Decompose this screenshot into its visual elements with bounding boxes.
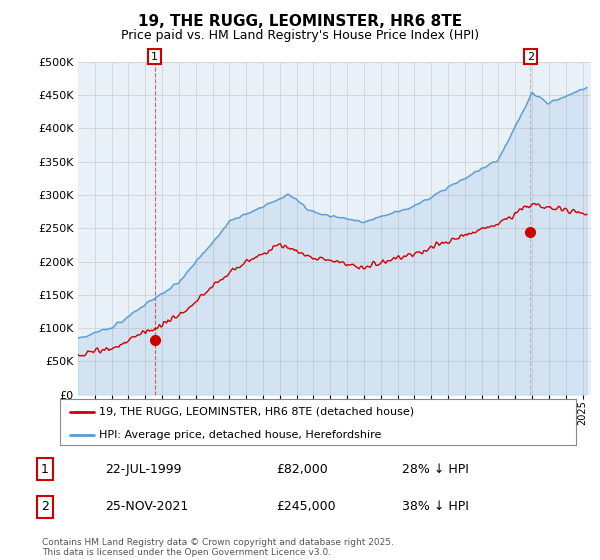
Text: 22-JUL-1999: 22-JUL-1999 xyxy=(105,463,182,475)
Text: 19, THE RUGG, LEOMINSTER, HR6 8TE: 19, THE RUGG, LEOMINSTER, HR6 8TE xyxy=(138,14,462,29)
Text: HPI: Average price, detached house, Herefordshire: HPI: Average price, detached house, Here… xyxy=(98,430,381,440)
Text: Price paid vs. HM Land Registry's House Price Index (HPI): Price paid vs. HM Land Registry's House … xyxy=(121,29,479,42)
Text: 1: 1 xyxy=(151,52,158,62)
Text: 2: 2 xyxy=(527,52,534,62)
Text: £245,000: £245,000 xyxy=(276,501,335,514)
Text: £82,000: £82,000 xyxy=(276,463,328,475)
Text: 38% ↓ HPI: 38% ↓ HPI xyxy=(402,501,469,514)
Text: Contains HM Land Registry data © Crown copyright and database right 2025.
This d: Contains HM Land Registry data © Crown c… xyxy=(42,538,394,557)
Text: 28% ↓ HPI: 28% ↓ HPI xyxy=(402,463,469,475)
Text: 1: 1 xyxy=(41,463,49,475)
Text: 2: 2 xyxy=(41,501,49,514)
Text: 19, THE RUGG, LEOMINSTER, HR6 8TE (detached house): 19, THE RUGG, LEOMINSTER, HR6 8TE (detac… xyxy=(98,407,414,417)
Text: 25-NOV-2021: 25-NOV-2021 xyxy=(105,501,188,514)
